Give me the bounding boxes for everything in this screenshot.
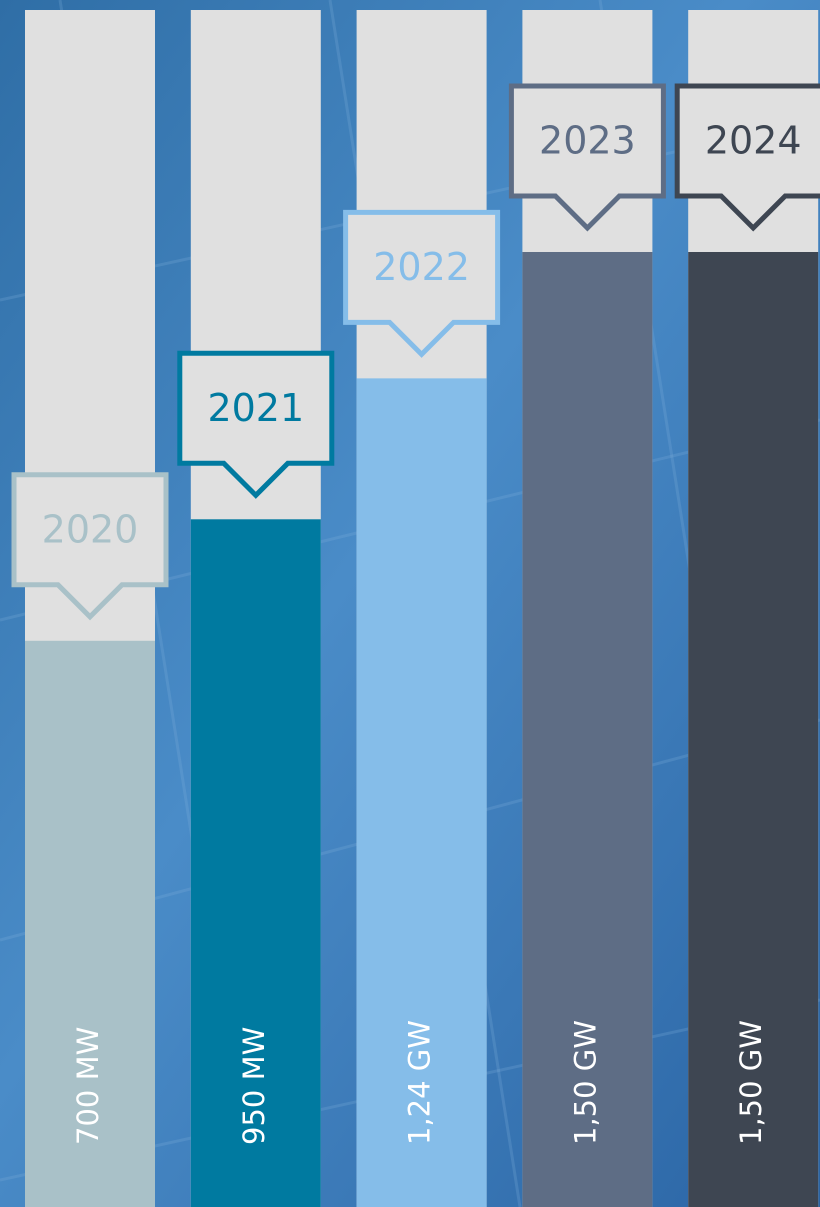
value-label: 700 MW	[71, 1027, 105, 1145]
category-label: 2020	[42, 507, 139, 551]
value-label: 1,50 GW	[568, 1020, 602, 1145]
category-label: 2023	[539, 119, 636, 163]
category-label: 2024	[705, 119, 802, 163]
chart: 700 MW 2020 950 MW 2021 1,24 GW 2022 1,50 GW 20…	[0, 0, 820, 1207]
value-label: 950 MW	[237, 1027, 271, 1145]
category-label: 2021	[207, 386, 304, 430]
value-label: 1,50 GW	[734, 1020, 768, 1145]
value-label: 1,24 GW	[403, 1020, 437, 1145]
page: {"chart_data": {"type": "bar", "categori…	[0, 0, 820, 1207]
category-label: 2022	[373, 245, 470, 289]
